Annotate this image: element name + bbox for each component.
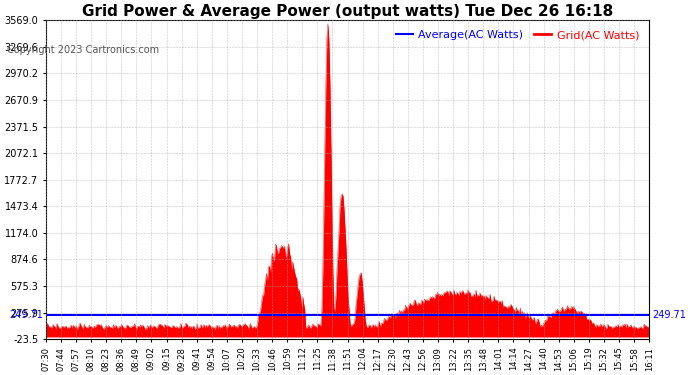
- Text: 249.71: 249.71: [9, 310, 43, 320]
- Text: 249.71: 249.71: [652, 310, 686, 320]
- Legend: Average(AC Watts), Grid(AC Watts): Average(AC Watts), Grid(AC Watts): [392, 26, 644, 45]
- Text: Copyright 2023 Cartronics.com: Copyright 2023 Cartronics.com: [7, 45, 159, 55]
- Title: Grid Power & Average Power (output watts) Tue Dec 26 16:18: Grid Power & Average Power (output watts…: [82, 4, 613, 19]
